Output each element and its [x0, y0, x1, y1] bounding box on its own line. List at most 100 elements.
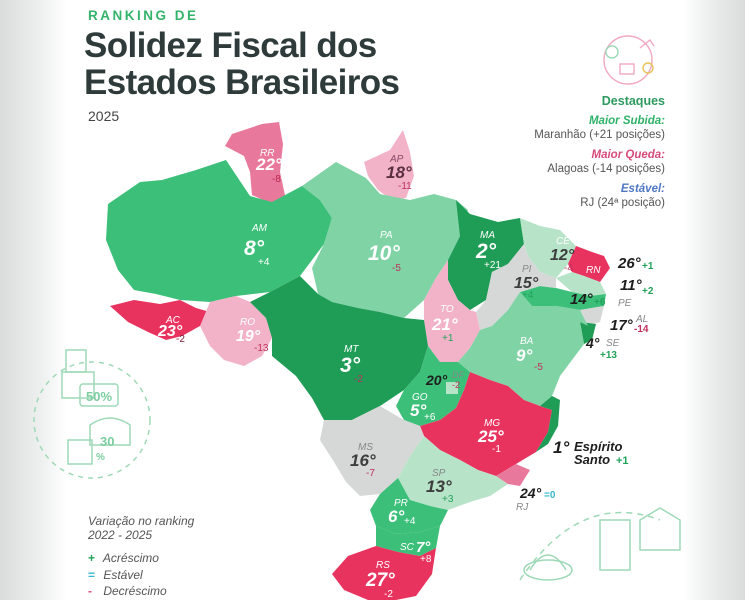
label-ms-abbr: MS	[358, 442, 373, 453]
label-ro-abbr: RO	[240, 317, 255, 328]
label-ap-rank: 18°	[386, 163, 412, 182]
label-pi-change: +4	[522, 290, 534, 301]
biggest-drop-value: Alagoas (-14 posições)	[547, 163, 665, 175]
year-label: 2025	[88, 108, 120, 124]
decor-pct-2-unit: %	[96, 452, 105, 463]
title-line-1: Solidez Fiscal dos	[84, 26, 377, 65]
label-am-rank: 8°	[244, 237, 265, 260]
label-es-rank: 1°	[553, 438, 569, 457]
label-ce-abbr: CE	[556, 236, 570, 247]
label-ap-abbr: AP	[389, 154, 404, 165]
label-sc-change: +8	[420, 554, 432, 565]
label-ac-change: -2	[176, 334, 185, 345]
label-ba-rank: 9°	[516, 346, 532, 365]
state-ba	[458, 292, 588, 406]
legend: Variação no ranking 2022 - 2025 + Acrésc…	[88, 514, 194, 600]
label-rr-change: -8	[272, 174, 281, 185]
label-pr-rank: 6°	[388, 507, 404, 526]
label-mg-change: -1	[492, 444, 501, 455]
label-ms-change: -7	[366, 468, 375, 479]
state-labels: RR 22° -8 AP 18° -11 AM 8° +4 PA 10° -5 …	[157, 148, 654, 600]
label-pb-change: +2	[642, 286, 654, 297]
legend-item-down: - Decréscimo	[88, 583, 194, 600]
biggest-rise-label: Maior Subida:	[588, 114, 665, 127]
label-df-rank: 20°	[425, 372, 448, 388]
equals-icon: =	[88, 567, 96, 582]
page-title: Solidez Fiscal dos Estados Brasileiros	[84, 26, 400, 102]
percent-discount-doodle-icon	[33, 349, 151, 479]
label-se-change: +13	[600, 350, 617, 361]
label-pb-rank: 11°	[620, 277, 643, 294]
label-sp-rank: 13°	[426, 477, 452, 496]
label-es-name: Espírito	[574, 439, 622, 454]
label-rr-rank: 22°	[255, 155, 282, 174]
label-rn-rank: 26°	[617, 255, 642, 272]
label-pi-rank: 15°	[514, 275, 539, 292]
label-df-change: -2	[452, 380, 460, 390]
state-pe	[520, 286, 606, 310]
label-sc-abbr: SC	[400, 542, 415, 553]
legend-title-line-2: 2022 - 2025	[88, 528, 153, 542]
label-ce-rank: 12°	[550, 247, 575, 264]
legend-title: Variação no ranking 2022 - 2025	[88, 514, 194, 542]
label-rr-abbr: RR	[260, 148, 274, 159]
label-ac-abbr: AC	[165, 315, 181, 326]
stable-value: RJ (24ª posição)	[580, 197, 665, 209]
label-rn-abbr: RN	[586, 265, 601, 276]
label-pe-change: +6	[594, 297, 606, 308]
highlights-title: Destaques	[601, 94, 665, 108]
label-am-abbr: AM	[251, 223, 268, 234]
label-pa-abbr: PA	[380, 230, 393, 241]
label-to-rank: 21°	[431, 315, 458, 334]
label-mt-change: -2	[354, 374, 363, 385]
label-sp-change: +3	[442, 494, 454, 505]
label-rs-change: -2	[384, 589, 393, 600]
state-pa	[302, 162, 468, 318]
label-sp-abbr: SP	[432, 468, 446, 479]
label-sc-rank: 7°	[416, 539, 431, 556]
label-mt-abbr: MT	[344, 344, 359, 355]
label-df-abbr: DF	[452, 370, 464, 380]
label-pa-rank: 10°	[368, 242, 400, 265]
label-to-abbr: TO	[440, 304, 454, 315]
state-sp	[398, 436, 508, 510]
label-ma-rank: 2°	[475, 240, 497, 263]
label-pe-abbr: PE	[618, 298, 632, 309]
label-pb-abbr: PB	[606, 280, 620, 291]
label-ma-abbr: MA	[480, 230, 495, 241]
label-ap-change: -11	[398, 181, 412, 192]
city-doodle-icon	[519, 507, 681, 581]
title-line-2: Estados Brasileiros	[84, 63, 400, 102]
state-pb	[556, 272, 606, 296]
state-go	[396, 346, 470, 426]
left-blur-margin	[0, 0, 68, 600]
label-ms-rank: 16°	[350, 451, 376, 470]
label-es-name2: Santo	[574, 452, 610, 467]
label-pe-rank: 14°	[570, 291, 594, 308]
decor-pct-2: 30	[100, 434, 114, 449]
legend-stable-label: Estável	[103, 567, 143, 582]
label-ba-abbr: BA	[520, 336, 534, 347]
state-pi	[476, 244, 556, 330]
decor-pct-1: 50%	[86, 389, 112, 404]
biggest-rise-value: Maranhão (+21 posições)	[534, 129, 665, 141]
state-ro	[200, 296, 272, 366]
label-pr-abbr: PR	[394, 498, 408, 509]
label-am-change: +4	[258, 257, 270, 268]
kicker-text: RANKING DE	[88, 8, 199, 23]
label-mg-abbr: MG	[484, 418, 500, 429]
state-es	[536, 396, 560, 452]
label-rs-rank: 27°	[365, 570, 395, 591]
label-go-abbr: GO	[412, 392, 428, 403]
state-rn	[568, 246, 610, 282]
state-ma	[448, 200, 524, 310]
label-ba-change: -5	[534, 362, 543, 373]
state-rj	[496, 464, 530, 486]
stable-label: Estável:	[620, 182, 665, 195]
label-ro-change: -13	[254, 343, 269, 354]
label-es-change: +1	[616, 455, 629, 467]
minus-icon: -	[88, 584, 92, 598]
plus-icon: +	[88, 551, 96, 565]
state-ap	[364, 130, 414, 200]
